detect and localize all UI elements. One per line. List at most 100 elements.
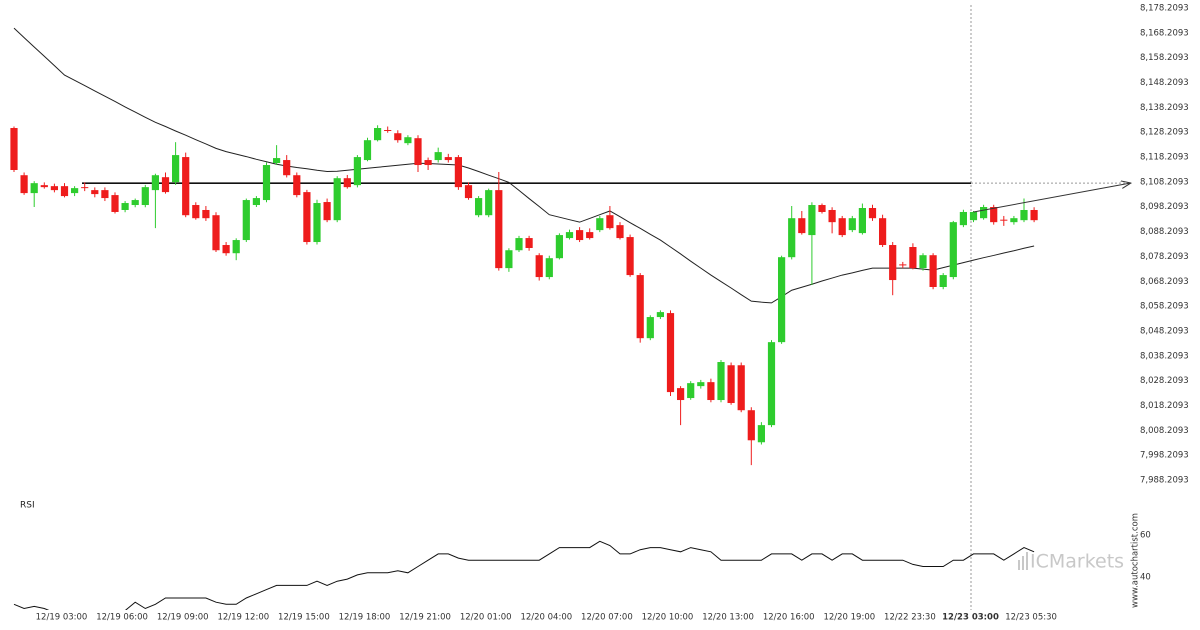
x-tick-label: 12/19 18:00 (339, 613, 391, 623)
candle-body (414, 138, 422, 166)
candle-body (333, 178, 341, 221)
candle-body (1020, 209, 1028, 221)
y-tick-label: 8,018.2093 (1140, 401, 1189, 411)
candle-body (172, 155, 180, 183)
candle-body (1030, 209, 1038, 221)
candle-body (576, 230, 584, 241)
candle-body (838, 218, 846, 236)
moving-average (13, 27, 1035, 304)
y-tick-label: 8,098.2093 (1140, 202, 1189, 212)
candle-body (747, 410, 755, 441)
rsi-title: RSI (20, 501, 35, 511)
x-tick-label: 12/20 01:00 (460, 613, 512, 623)
candle-body (101, 190, 109, 199)
candle-body (555, 235, 563, 259)
candle-body (868, 208, 877, 219)
candle-body (788, 218, 796, 258)
candle-body (515, 238, 523, 251)
x-tick-label: 12/20 13:00 (702, 613, 754, 623)
candle-body (252, 198, 260, 206)
candle-body (232, 240, 240, 254)
candle-body (313, 203, 321, 243)
candle-body (30, 183, 38, 194)
candle-body (626, 237, 634, 276)
candle-body (91, 190, 99, 195)
candle-body (535, 255, 543, 278)
candle-body (1000, 219, 1008, 221)
candle-body (909, 247, 917, 269)
candle-body (505, 250, 513, 269)
candle-body (242, 200, 250, 241)
candle-body (525, 238, 533, 248)
source: www.autochartist.com (1131, 513, 1141, 608)
candle-body (727, 365, 735, 404)
candle-body (384, 129, 392, 131)
candle-body (939, 275, 947, 287)
y-tick-label: 40 (1140, 573, 1151, 583)
candle-body (40, 185, 48, 188)
watermark: ICMarkets (1030, 551, 1124, 573)
candle-body (485, 190, 493, 216)
candle-body (202, 209, 210, 219)
y-tick-label: 8,158.2093 (1140, 53, 1189, 63)
candle-body (50, 186, 58, 191)
y-tick-label: 8,088.2093 (1140, 227, 1189, 237)
candle-body (394, 133, 402, 141)
candle-body (707, 382, 715, 401)
candle-body (757, 425, 765, 443)
candle-body (545, 258, 553, 278)
candle-body (353, 157, 361, 186)
x-tick-label: 12/20 10:00 (642, 613, 694, 623)
candle-body (464, 185, 473, 199)
candle-body (212, 215, 220, 251)
candle-body (273, 158, 281, 164)
candle-body (969, 211, 978, 221)
x-tick-label: 12/20 19:00 (823, 613, 875, 623)
x-tick-label: 12/20 16:00 (763, 613, 815, 623)
candle-body (606, 215, 614, 229)
y-tick-label: 8,118.2093 (1140, 153, 1189, 163)
candle-body (697, 382, 705, 387)
candle-body (879, 218, 887, 246)
x-tick-label: 12/23 05:30 (1005, 613, 1057, 623)
candle-body (363, 140, 372, 161)
candle-body (283, 160, 291, 176)
candle-body (980, 207, 988, 219)
candle-body (808, 205, 816, 236)
candle-body (495, 190, 503, 269)
candle-body (596, 218, 604, 231)
y-tick-label: 8,128.2093 (1140, 128, 1189, 138)
candle-body (848, 218, 856, 231)
candle-body (899, 264, 907, 266)
candle-body (1010, 218, 1018, 223)
candle-body (767, 342, 776, 426)
candle-body (687, 383, 695, 399)
candle-body (141, 187, 149, 206)
x-tick-label: 12/19 06:00 (96, 613, 148, 623)
x-tick-label: 12/19 09:00 (157, 613, 209, 623)
candle-body (959, 211, 967, 226)
candle-body (990, 207, 998, 223)
projection-arrow (973, 183, 1131, 213)
candle-body (929, 255, 937, 287)
y-tick-label: 8,058.2093 (1140, 302, 1189, 312)
candle-body (182, 157, 190, 216)
y-tick-label: 60 (1140, 531, 1151, 541)
candle-body (71, 188, 79, 194)
y-tick-label: 8,038.2093 (1140, 351, 1189, 361)
candle-body (444, 157, 452, 161)
candle-body (798, 218, 806, 234)
candle-body (636, 275, 644, 339)
candle-body (656, 312, 664, 318)
y-tick-label: 7,998.2093 (1140, 451, 1189, 461)
candle-body (565, 232, 574, 239)
y-tick-label: 8,048.2093 (1140, 326, 1189, 336)
candle-body (475, 198, 483, 216)
x-tick-label: 12/22 23:30 (884, 613, 936, 623)
candle-body (121, 203, 129, 210)
y-tick-label: 8,138.2093 (1140, 103, 1189, 113)
candle-body (666, 313, 675, 393)
candle-body (646, 317, 654, 339)
y-tick-label: 8,168.2093 (1140, 28, 1189, 38)
candle-body (111, 195, 119, 212)
